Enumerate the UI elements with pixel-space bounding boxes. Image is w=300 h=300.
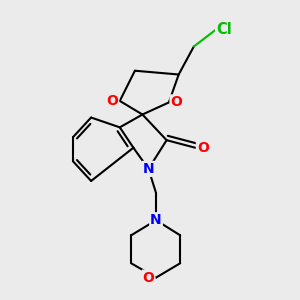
Text: O: O xyxy=(197,141,209,155)
Text: O: O xyxy=(142,271,154,285)
Text: O: O xyxy=(170,95,182,110)
Text: O: O xyxy=(106,94,118,108)
Text: Cl: Cl xyxy=(216,22,232,37)
Text: N: N xyxy=(150,213,162,227)
Text: N: N xyxy=(143,162,154,176)
